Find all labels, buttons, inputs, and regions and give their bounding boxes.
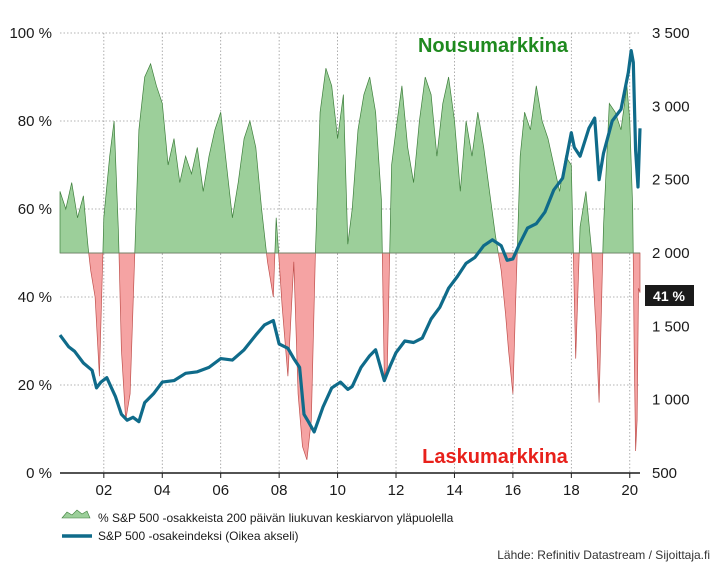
bear-market-label: Laskumarkkina [422,446,569,468]
right-tick-label: 3 500 [652,25,690,42]
sp500-line [58,49,642,434]
left-tick-label: 0 % [26,465,52,482]
source-credit: Lähde: Refinitiv Datastream / Sijoittaja… [497,548,710,562]
x-tick-label: 04 [154,482,171,499]
bull-area [59,62,640,254]
left-tick-label: 20 % [18,377,52,394]
x-tick-label: 16 [505,482,522,499]
legend-area-swatch [61,509,91,519]
legend: % S&P 500 -osakkeista 200 päivän liukuva… [61,509,454,543]
right-tick-label: 2 500 [652,172,690,189]
legend-label-line: S&P 500 -osakeindeksi (Oikea akseli) [98,529,299,543]
x-tick-label: 10 [329,482,346,499]
right-tick-label: 1 500 [652,318,690,335]
x-tick-label: 14 [446,482,463,499]
x-axis: 02 04 06 08 10 12 14 16 18 20 [95,473,638,499]
breadth-area-above [59,62,640,254]
x-tick-label: 06 [212,482,229,499]
x-tick-label: 08 [271,482,288,499]
right-tick-label: 500 [652,465,677,482]
left-axis: 0 % 20 % 40 % 60 % 80 % 100 % [9,25,52,482]
x-tick-label: 12 [388,482,405,499]
x-tick-label: 20 [621,482,638,499]
right-tick-label: 2 000 [652,245,690,262]
x-tick-label: 02 [95,482,112,499]
left-tick-label: 60 % [18,201,52,218]
bull-market-label: Nousumarkkina [418,35,569,57]
left-tick-label: 100 % [9,25,52,42]
right-axis: 500 1 000 1 500 2 000 2 500 3 000 3 500 [652,25,690,482]
x-tick-label: 18 [563,482,580,499]
badge-text: 41 % [653,288,685,304]
bear-area [60,252,641,460]
legend-label-area: % S&P 500 -osakkeista 200 päivän liukuva… [98,511,454,525]
right-tick-label: 3 000 [652,98,690,115]
left-tick-label: 80 % [18,113,52,130]
right-tick-label: 1 000 [652,392,690,409]
current-value-badge: 41 % [645,285,694,306]
left-tick-label: 40 % [18,289,52,306]
breadth-area-below [60,252,641,460]
badge-bg [645,285,694,306]
